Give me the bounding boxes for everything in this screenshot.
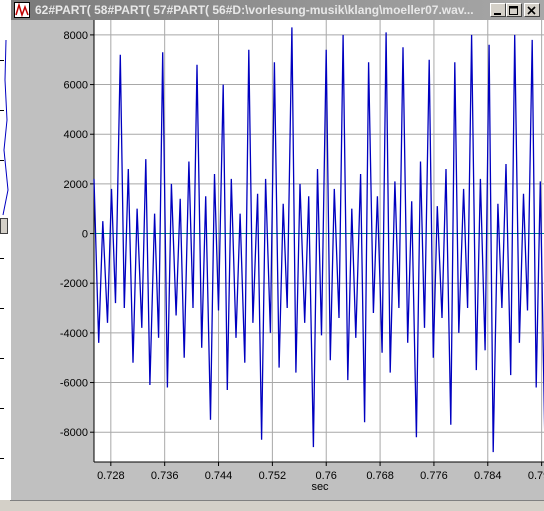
- background-tick: [0, 60, 4, 61]
- y-tick-label: -4000: [60, 328, 88, 340]
- app-icon-graphic: [15, 2, 29, 18]
- waveform-window: 62#PART( 58#PART( 57#PART( 56#D:\vorlesu…: [10, 0, 544, 500]
- background-window-button[interactable]: [0, 218, 8, 234]
- close-button[interactable]: [524, 3, 540, 17]
- background-tick: [0, 160, 4, 161]
- y-tick-label: -2000: [60, 278, 88, 290]
- app-icon[interactable]: [14, 2, 30, 18]
- plot-area: 0.728 0.736 0.744 0.752 0.76 0.768 0.776 0.784 0…: [11, 20, 544, 500]
- bottom-scroll-bar[interactable]: [10, 500, 544, 511]
- x-tick-label: 0.776: [420, 470, 448, 482]
- x-tick-label: 0.744: [205, 470, 233, 482]
- y-tick-label: 2000: [64, 179, 88, 191]
- x-tick-label: 0.792: [528, 470, 544, 482]
- background-waveform-line: [2, 39, 9, 216]
- x-tick-label: 0.728: [97, 470, 125, 482]
- background-tick: [0, 408, 4, 409]
- background-tick: [0, 110, 4, 111]
- y-tick-label: -6000: [60, 378, 88, 390]
- x-tick-label: 0.768: [366, 470, 394, 482]
- x-axis-label: sec: [311, 481, 329, 493]
- y-tick-label: 6000: [64, 80, 88, 92]
- background-tick: [0, 258, 4, 259]
- y-tick-label: 4000: [64, 129, 88, 141]
- background-tick: [0, 358, 4, 359]
- background-waveform: [2, 39, 9, 216]
- maximize-icon: [509, 6, 518, 15]
- maximize-button[interactable]: [506, 3, 522, 17]
- minimize-icon: [494, 13, 501, 15]
- series-line: [93, 27, 544, 453]
- y-tick-label: -8000: [60, 427, 88, 439]
- y-tick-label: 8000: [64, 30, 88, 42]
- tick-layer: 0.728 0.736 0.744 0.752 0.76 0.768 0.776 0.784 0…: [60, 30, 544, 482]
- title-bar[interactable]: 62#PART( 58#PART( 57#PART( 56#D:\vorlesu…: [11, 0, 544, 20]
- x-tick-label: 0.76: [316, 470, 337, 482]
- window-title: 62#PART( 58#PART( 57#PART( 56#D:\vorlesu…: [35, 3, 474, 17]
- close-icon: [527, 6, 536, 15]
- x-tick-label: 0.736: [151, 470, 179, 482]
- y-tick-label: 0: [82, 229, 88, 241]
- waveform-chart[interactable]: 0.728 0.736 0.744 0.752 0.76 0.768 0.776 0.784 0…: [11, 20, 544, 500]
- background-tick: [0, 308, 4, 309]
- minimize-button[interactable]: [490, 3, 506, 17]
- background-tick: [0, 458, 4, 459]
- x-tick-label: 0.752: [259, 470, 287, 482]
- x-tick-label: 0.784: [474, 470, 502, 482]
